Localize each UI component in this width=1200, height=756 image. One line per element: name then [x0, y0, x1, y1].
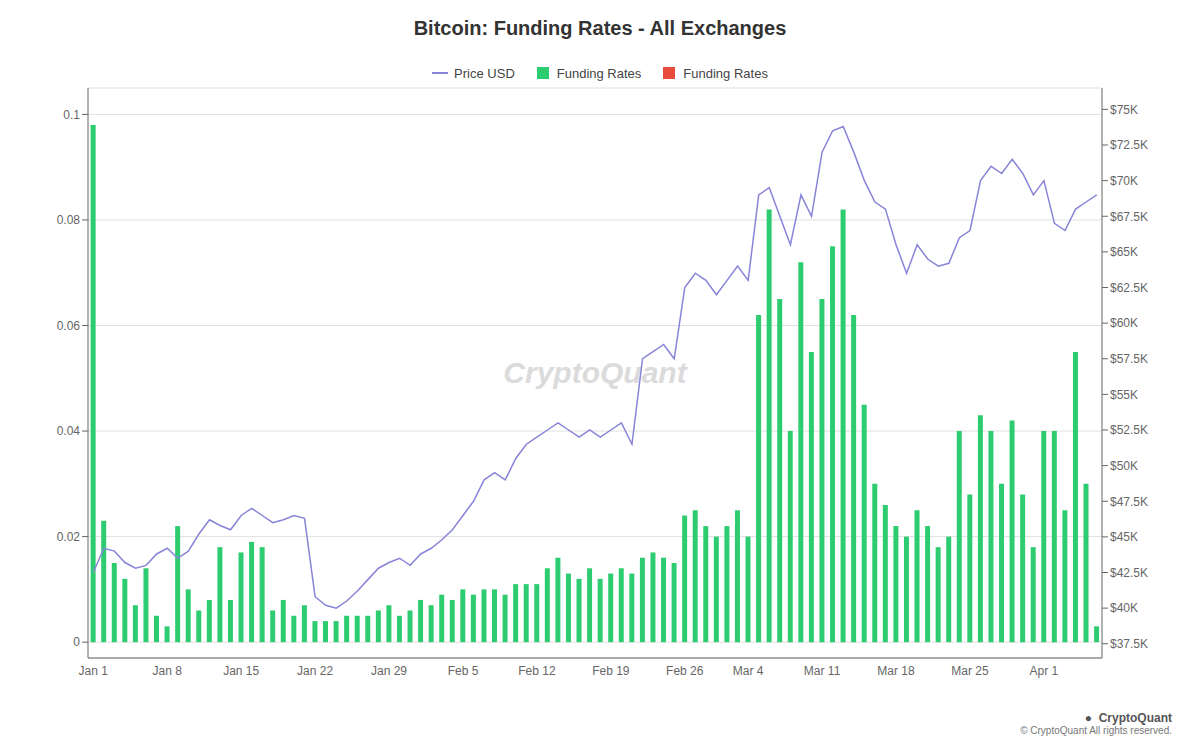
svg-text:Feb 5: Feb 5 — [448, 664, 479, 678]
svg-text:0.02: 0.02 — [57, 530, 81, 544]
svg-text:$72.5K: $72.5K — [1110, 138, 1148, 152]
svg-text:$55K: $55K — [1110, 388, 1138, 402]
svg-text:Mar 18: Mar 18 — [877, 664, 915, 678]
svg-text:$60K: $60K — [1110, 316, 1138, 330]
svg-text:0.08: 0.08 — [57, 213, 81, 227]
svg-text:$57.5K: $57.5K — [1110, 352, 1148, 366]
svg-text:$42.5K: $42.5K — [1110, 566, 1148, 580]
svg-text:Apr 1: Apr 1 — [1030, 664, 1059, 678]
svg-text:Feb 26: Feb 26 — [666, 664, 704, 678]
html-text:Price USD: Price USD — [454, 65, 515, 81]
svg-text:0: 0 — [73, 635, 80, 649]
svg-text:$75K: $75K — [1110, 103, 1138, 117]
svg-text:Mar 11: Mar 11 — [804, 664, 841, 678]
svg-text:Mar 25: Mar 25 — [951, 664, 989, 678]
svg-text:0.06: 0.06 — [57, 319, 81, 333]
svg-text:Jan 1: Jan 1 — [79, 664, 109, 678]
html-text:Funding Rates: Funding Rates — [683, 65, 768, 81]
svg-text:0.1: 0.1 — [63, 108, 80, 122]
svg-text:Jan 22: Jan 22 — [297, 664, 333, 678]
svg-text:Mar 4: Mar 4 — [733, 664, 764, 678]
html-text:Bitcoin: Funding Rates - All E: Bitcoin: Funding Rates - All Exchanges — [413, 16, 787, 39]
svg-text:$62.5K: $62.5K — [1110, 281, 1148, 295]
svg-text:$47.5K: $47.5K — [1110, 495, 1148, 509]
svg-text:$37.5K: $37.5K — [1110, 637, 1148, 651]
svg-text:$40K: $40K — [1110, 601, 1138, 615]
html-text:● CryptoQuant: ● CryptoQuant — [1084, 710, 1172, 725]
svg-text:Feb 19: Feb 19 — [592, 664, 630, 678]
html-text:Funding Rates: Funding Rates — [556, 65, 642, 81]
svg-text:Jan 8: Jan 8 — [153, 664, 183, 678]
svg-text:Jan 29: Jan 29 — [371, 664, 407, 678]
svg-text:$45K: $45K — [1110, 530, 1138, 544]
svg-text:$50K: $50K — [1110, 459, 1138, 473]
svg-text:0.04: 0.04 — [57, 424, 81, 438]
svg-text:$52.5K: $52.5K — [1110, 423, 1148, 437]
svg-text:$67.5K: $67.5K — [1110, 210, 1148, 224]
svg-text:$70K: $70K — [1110, 174, 1138, 188]
html-text:© CryptoQuant All rights reser: © CryptoQuant All rights reserved. — [1020, 724, 1172, 736]
svg-text:$65K: $65K — [1110, 245, 1138, 259]
svg-text:Feb 12: Feb 12 — [518, 664, 556, 678]
svg-text:Jan 15: Jan 15 — [223, 664, 259, 678]
html-text:CryptoQuant: CryptoQuant — [503, 356, 687, 389]
